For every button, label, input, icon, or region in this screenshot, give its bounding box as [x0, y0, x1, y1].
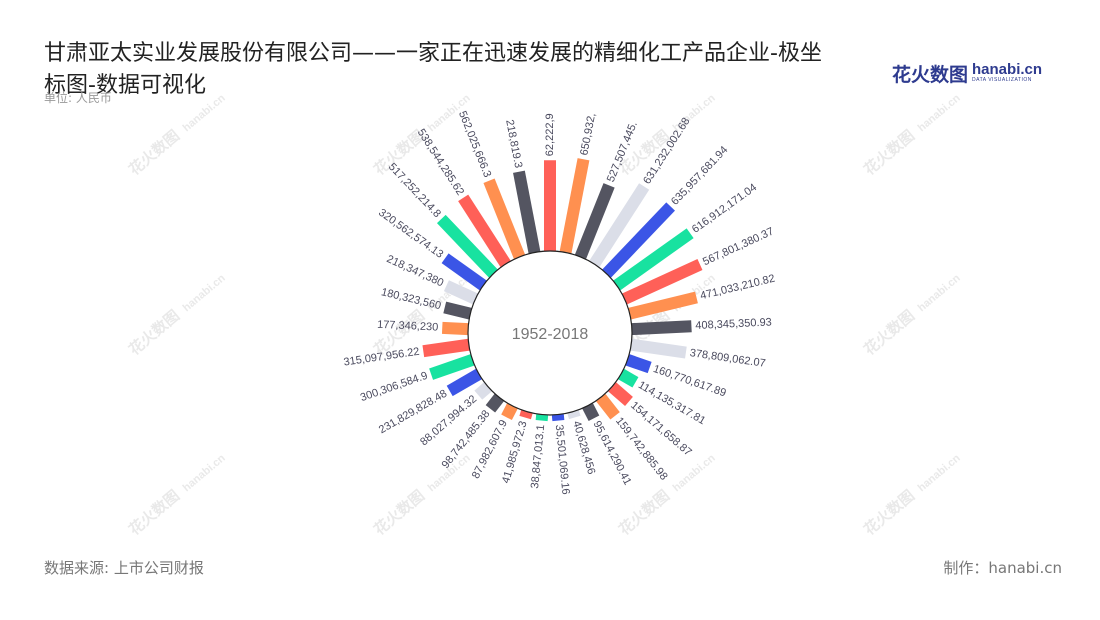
polar-bar-7 [628, 291, 698, 320]
svg-text:花火数图: 花火数图 [860, 126, 918, 178]
svg-text:花火数图: 花火数图 [370, 486, 428, 538]
svg-text:花火数图: 花火数图 [125, 306, 183, 358]
svg-text:hanabi.cn: hanabi.cn [181, 272, 228, 314]
bar-label-4: 635,957,681.94 [669, 144, 730, 208]
polar-bar-15 [567, 409, 581, 420]
bar-label-9: 378,809,062.07 [689, 347, 766, 370]
svg-text:花火数图: 花火数图 [125, 126, 183, 178]
logo-en-subtext: DATA VISUALIZATION [972, 77, 1032, 83]
bar-label-1: 650,932, [578, 112, 598, 156]
bar-label-23: 300,306,584.9 [359, 370, 429, 404]
bar-layer [422, 158, 703, 422]
bar-label-26: 180,323,560 [380, 286, 442, 312]
bar-label-16: 35,501,069.16 [553, 424, 572, 495]
polar-bar-20 [485, 393, 505, 413]
polar-bar-2 [574, 183, 615, 260]
credit: 制作：hanabi.cn [943, 559, 1062, 577]
unit-label: 单位: 人民币 [44, 91, 112, 105]
bar-label-31: 562,025,666.3 [456, 109, 493, 179]
polar-bar-21 [474, 382, 492, 400]
bar-label-5: 616,912,171.04 [690, 182, 759, 236]
chart-title: 甘肃亚太实业发展股份有限公司——一家正在迅速发展的精细化工产品企业-极坐标图-数… [44, 41, 822, 98]
hanabi-logo: 花火数图 hanabi.cn DATA VISUALIZATION [892, 58, 1042, 88]
svg-text:hanabi.cn: hanabi.cn [671, 452, 718, 494]
center-label: 1952-2018 [512, 326, 589, 343]
bar-label-8: 408,345,350.93 [695, 316, 772, 332]
polar-bar-26 [443, 301, 472, 320]
svg-text:花火数图: 花火数图 [615, 486, 673, 538]
polar-bar-1 [559, 158, 590, 254]
logo-cn-text: 花火数图 [892, 63, 969, 86]
svg-text:hanabi.cn: hanabi.cn [916, 452, 963, 494]
bar-label-17: 38,847,013.1 [529, 424, 547, 489]
polar-bar-29 [436, 214, 498, 278]
polar-bar-6 [622, 259, 703, 305]
bar-label-25: 177,346,230 [377, 319, 439, 334]
polar-bar-32 [513, 170, 541, 254]
polar-bar-24 [422, 338, 470, 358]
polar-bar-19 [501, 403, 518, 421]
svg-text:花火数图: 花火数图 [860, 486, 918, 538]
polar-bar-27 [443, 280, 478, 305]
logo-en-text: hanabi.cn [972, 61, 1043, 78]
polar-bar-30 [458, 194, 511, 268]
polar-bar-4 [602, 202, 675, 278]
polar-bar-31 [483, 178, 526, 260]
polar-bar-16 [551, 414, 565, 422]
bar-label-30: 538,544,285.62 [415, 127, 466, 198]
svg-text:hanabi.cn: hanabi.cn [916, 92, 963, 134]
svg-text:hanabi.cn: hanabi.cn [181, 92, 228, 134]
bar-label-32: 218,819.3 [503, 119, 524, 169]
svg-text:花火数图: 花火数图 [860, 306, 918, 358]
polar-bar-12 [608, 382, 633, 406]
data-source: 数据来源: 上市公司财报 [44, 559, 204, 577]
svg-text:hanabi.cn: hanabi.cn [181, 452, 228, 494]
polar-bar-11 [618, 368, 639, 388]
polar-bar-17 [535, 414, 549, 422]
polar-bar-18 [519, 409, 533, 420]
svg-text:hanabi.cn: hanabi.cn [916, 272, 963, 314]
center-circle [467, 250, 633, 416]
svg-text:花火数图: 花火数图 [125, 486, 183, 538]
polar-bar-13 [595, 393, 620, 420]
polar-bar-3 [589, 183, 650, 268]
bar-label-6: 567,801,380.37 [701, 226, 776, 269]
polar-bar-8 [631, 320, 692, 336]
polar-bar-25 [441, 321, 469, 336]
polar-bar-23 [429, 354, 475, 380]
bar-label-29: 517,252,214.8 [386, 161, 443, 220]
polar-bar-10 [625, 354, 652, 374]
logo-en-block: hanabi.cn DATA VISUALIZATION [972, 62, 1042, 84]
polar-bar-14 [582, 403, 600, 422]
polar-bar-9 [630, 338, 687, 359]
polar-bar-22 [446, 368, 482, 397]
polar-bar-5 [613, 228, 694, 291]
polar-bar-28 [441, 253, 487, 291]
bar-label-0: 62,222,9 [544, 113, 556, 156]
